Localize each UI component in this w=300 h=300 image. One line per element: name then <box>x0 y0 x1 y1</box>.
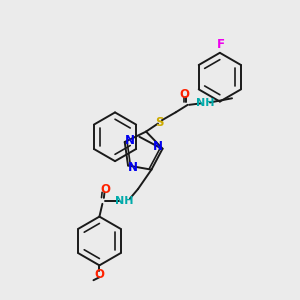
Text: N: N <box>124 134 134 147</box>
Text: O: O <box>100 183 110 196</box>
Text: O: O <box>94 268 104 281</box>
Text: O: O <box>180 88 190 101</box>
Text: N: N <box>128 160 138 173</box>
Text: S: S <box>155 116 164 129</box>
Text: NH: NH <box>116 196 134 206</box>
Text: F: F <box>217 38 225 51</box>
Text: N: N <box>153 140 163 153</box>
Text: NH: NH <box>196 98 215 108</box>
